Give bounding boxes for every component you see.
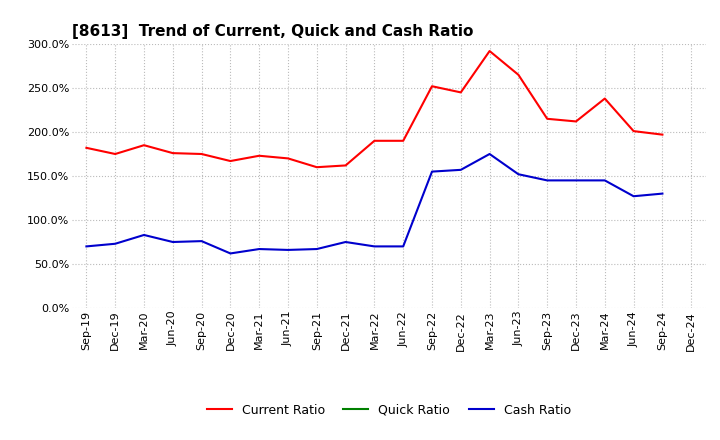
Current Ratio — [197, 151, 206, 157]
Cash Ratio — [284, 247, 292, 253]
Current Ratio — [312, 165, 321, 170]
Current Ratio — [284, 156, 292, 161]
Cash Ratio — [255, 246, 264, 252]
Current Ratio — [111, 151, 120, 157]
Current Ratio — [255, 153, 264, 158]
Current Ratio — [514, 72, 523, 77]
Legend: Current Ratio, Quick Ratio, Cash Ratio: Current Ratio, Quick Ratio, Cash Ratio — [202, 399, 576, 422]
Cash Ratio — [312, 246, 321, 252]
Text: [8613]  Trend of Current, Quick and Cash Ratio: [8613] Trend of Current, Quick and Cash … — [72, 24, 473, 39]
Current Ratio — [543, 116, 552, 121]
Cash Ratio — [197, 238, 206, 244]
Current Ratio — [485, 48, 494, 54]
Cash Ratio — [600, 178, 609, 183]
Cash Ratio — [428, 169, 436, 174]
Cash Ratio — [658, 191, 667, 196]
Current Ratio — [140, 143, 148, 148]
Current Ratio — [629, 128, 638, 134]
Cash Ratio — [226, 251, 235, 256]
Current Ratio — [226, 158, 235, 164]
Current Ratio — [82, 145, 91, 150]
Cash Ratio — [572, 178, 580, 183]
Cash Ratio — [485, 151, 494, 157]
Line: Cash Ratio: Cash Ratio — [86, 154, 662, 253]
Current Ratio — [456, 90, 465, 95]
Cash Ratio — [168, 239, 177, 245]
Current Ratio — [600, 96, 609, 101]
Line: Current Ratio: Current Ratio — [86, 51, 662, 167]
Current Ratio — [428, 84, 436, 89]
Current Ratio — [399, 138, 408, 143]
Current Ratio — [572, 119, 580, 124]
Cash Ratio — [140, 232, 148, 238]
Current Ratio — [341, 163, 350, 168]
Cash Ratio — [543, 178, 552, 183]
Cash Ratio — [629, 194, 638, 199]
Cash Ratio — [370, 244, 379, 249]
Cash Ratio — [111, 241, 120, 246]
Cash Ratio — [514, 172, 523, 177]
Current Ratio — [168, 150, 177, 156]
Cash Ratio — [341, 239, 350, 245]
Current Ratio — [370, 138, 379, 143]
Current Ratio — [658, 132, 667, 137]
Cash Ratio — [82, 244, 91, 249]
Cash Ratio — [399, 244, 408, 249]
Cash Ratio — [456, 167, 465, 172]
